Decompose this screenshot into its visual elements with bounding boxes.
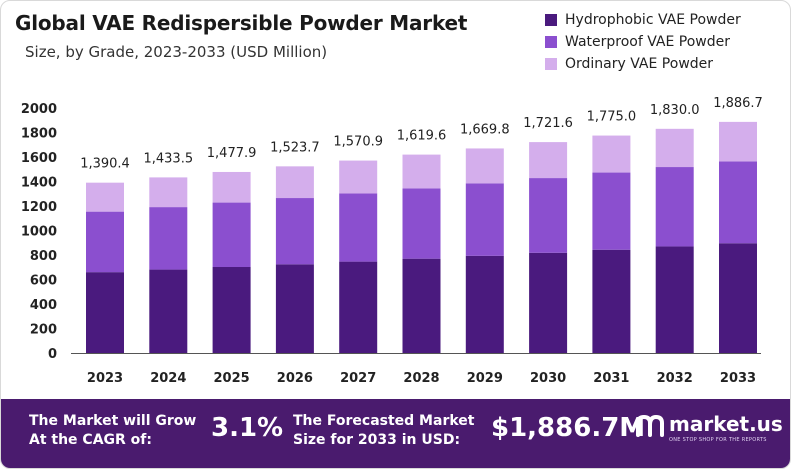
x-tick-label-2025: 2025 <box>214 371 250 386</box>
bar-segment-ordinary-2033 <box>719 121 757 162</box>
x-tick-label-2033: 2033 <box>720 371 756 386</box>
bar-segment-waterproof-2031 <box>592 172 631 250</box>
x-tick-label-2030: 2030 <box>530 371 566 386</box>
bar-segment-hydrophobic-2023 <box>86 272 124 353</box>
forecast-label-line2: Size for 2033 in USD: <box>293 432 461 448</box>
brand-tagline: ONE STOP SHOP FOR THE REPORTS <box>669 437 767 443</box>
bar-segment-ordinary-2026 <box>275 166 314 199</box>
bar-chart: 0 200 400 600 800 1000 1200 1400 1600 1800 2000 1,3… <box>21 96 763 386</box>
bar-segment-ordinary-2025 <box>212 171 251 203</box>
bar-segment-hydrophobic-2027 <box>339 261 378 353</box>
forecast-value: $1,886.7M <box>491 413 646 443</box>
y-tick-label: 1000 <box>21 225 57 240</box>
y-tick-label: 600 <box>30 274 57 289</box>
bar-segment-waterproof-2028 <box>402 188 441 259</box>
bar-segment-ordinary-2030 <box>529 142 568 179</box>
legend-swatch-waterproof <box>545 36 557 48</box>
x-tick-label-2024: 2024 <box>150 371 186 386</box>
brand-name: market.us <box>669 412 783 436</box>
legend: Hydrophobic VAE Powder Waterproof VAE Po… <box>545 9 741 75</box>
total-label-2025: 1,477.9 <box>207 146 257 161</box>
y-tick-label: 1400 <box>21 176 57 191</box>
total-label-2031: 1,775.0 <box>587 110 637 125</box>
bar-segment-hydrophobic-2025 <box>212 267 251 353</box>
bar-segment-ordinary-2028 <box>402 154 441 189</box>
legend-item-hydrophobic: Hydrophobic VAE Powder <box>545 9 741 31</box>
x-tick-label-2027: 2027 <box>340 371 376 386</box>
total-label-2027: 1,570.9 <box>333 135 383 150</box>
y-tick-label: 1200 <box>21 200 57 215</box>
total-label-2024: 1,433.5 <box>143 151 193 166</box>
total-label-2032: 1,830.0 <box>650 103 700 118</box>
bar-segment-ordinary-2024 <box>149 177 188 208</box>
bar-segment-ordinary-2023 <box>86 182 124 212</box>
bar-segment-hydrophobic-2030 <box>529 252 568 353</box>
chart-subtitle: Size, by Grade, 2023-2033 (USD Million) <box>25 43 328 61</box>
y-tick-label: 800 <box>30 249 57 264</box>
bar-segment-waterproof-2027 <box>339 193 378 262</box>
x-tick-label-2032: 2032 <box>657 371 693 386</box>
forecast-label-line1: The Forecasted Market <box>293 413 475 429</box>
bar-segment-hydrophobic-2026 <box>275 264 314 353</box>
bar-segment-hydrophobic-2028 <box>402 258 441 353</box>
y-tick-label: 1600 <box>21 151 57 166</box>
x-tick-label-2031: 2031 <box>593 371 629 386</box>
footer-banner: The Market will Grow At the CAGR of: 3.1… <box>1 399 790 468</box>
legend-swatch-ordinary <box>545 58 557 70</box>
x-tick-label-2023: 2023 <box>87 371 123 386</box>
bar-segment-waterproof-2032 <box>655 167 694 247</box>
y-tick-label: 2000 <box>21 102 57 117</box>
bar-segment-waterproof-2025 <box>212 202 251 268</box>
total-label-2028: 1,619.6 <box>397 129 447 144</box>
cagr-value: 3.1% <box>211 413 284 443</box>
bar-segment-waterproof-2029 <box>465 183 504 256</box>
legend-label-ordinary: Ordinary VAE Powder <box>565 56 714 72</box>
x-tick-label-2026: 2026 <box>277 371 313 386</box>
cagr-label-line2: At the CAGR of: <box>29 432 152 448</box>
bar-segment-ordinary-2031 <box>592 135 631 173</box>
total-label-2023: 1,390.4 <box>80 157 130 172</box>
cagr-label-line1: The Market will Grow <box>29 413 197 429</box>
forecast-label: The Forecasted Market Size for 2033 in U… <box>293 412 474 450</box>
legend-item-waterproof: Waterproof VAE Powder <box>545 31 741 53</box>
total-label-2030: 1,721.6 <box>523 116 573 131</box>
bar-segment-ordinary-2032 <box>655 128 694 168</box>
y-tick-label: 0 <box>48 347 57 362</box>
total-label-2033: 1,886.7 <box>713 96 763 111</box>
market-us-logo-icon <box>636 414 664 437</box>
x-tick-label-2029: 2029 <box>467 371 503 386</box>
total-label-2026: 1,523.7 <box>270 140 320 155</box>
legend-item-ordinary: Ordinary VAE Powder <box>545 53 741 75</box>
bar-segment-hydrophobic-2029 <box>465 255 504 353</box>
bar-segment-hydrophobic-2033 <box>719 243 757 353</box>
y-tick-label: 200 <box>30 323 57 338</box>
bar-segment-waterproof-2033 <box>719 161 757 244</box>
legend-label-waterproof: Waterproof VAE Powder <box>565 34 730 50</box>
x-tick-label-2028: 2028 <box>403 371 439 386</box>
bar-segment-hydrophobic-2032 <box>655 246 694 353</box>
legend-swatch-hydrophobic <box>545 14 557 26</box>
bar-segment-ordinary-2029 <box>465 148 504 184</box>
y-tick-label: 1800 <box>21 127 57 142</box>
bar-segment-hydrophobic-2024 <box>149 269 188 353</box>
total-label-2029: 1,669.8 <box>460 122 510 137</box>
bar-segment-waterproof-2030 <box>529 178 568 253</box>
legend-label-hydrophobic: Hydrophobic VAE Powder <box>565 12 741 28</box>
bar-segment-waterproof-2023 <box>86 211 124 273</box>
bar-segment-waterproof-2026 <box>275 198 314 265</box>
bar-segment-ordinary-2027 <box>339 160 378 194</box>
bar-segment-hydrophobic-2031 <box>592 249 631 353</box>
cagr-label: The Market will Grow At the CAGR of: <box>29 412 196 450</box>
chart-title: Global VAE Redispersible Powder Market <box>15 11 468 35</box>
bar-segment-waterproof-2024 <box>149 207 188 270</box>
y-tick-label: 400 <box>30 298 57 313</box>
